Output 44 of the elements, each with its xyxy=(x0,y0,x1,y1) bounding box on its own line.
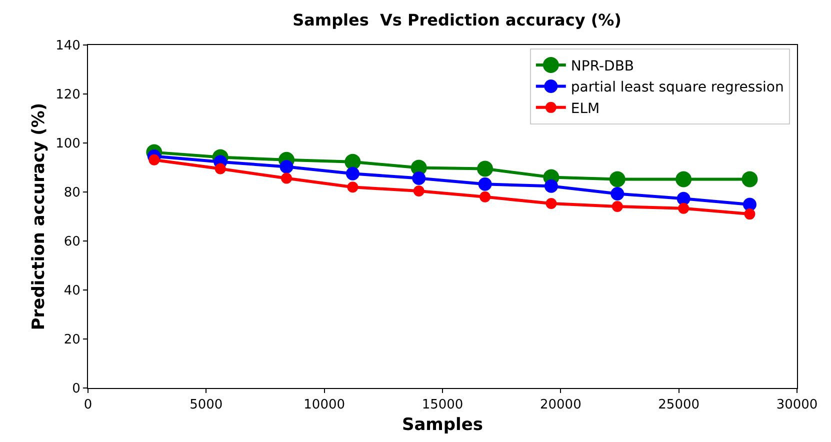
point xyxy=(678,202,690,214)
point xyxy=(346,166,360,180)
point xyxy=(412,172,426,186)
x-axis-title: Samples xyxy=(402,415,484,435)
legend-label: ELM xyxy=(570,100,600,117)
point xyxy=(742,198,756,212)
legend-label: partial least square regression xyxy=(570,80,784,96)
point xyxy=(281,172,292,184)
x-tick-label: 5000 xyxy=(190,398,223,413)
point xyxy=(544,179,558,193)
y-tick-label: 60 xyxy=(64,234,80,250)
x-tick-label: 10000 xyxy=(304,398,346,413)
y-tick-label: 140 xyxy=(56,38,80,54)
point xyxy=(744,208,756,220)
point xyxy=(609,171,626,188)
point xyxy=(742,171,758,188)
y-tick-label: 100 xyxy=(56,136,80,152)
chart-title: Samples Vs Prediction accuracy (%) xyxy=(292,10,622,30)
point xyxy=(478,177,492,191)
x-tick-label: 30000 xyxy=(776,398,818,413)
y-tick-label: 80 xyxy=(64,186,80,201)
y-tick-label: 120 xyxy=(56,88,80,103)
point xyxy=(477,160,494,177)
x-tick-label: 25000 xyxy=(658,398,700,413)
y-tick-label: 20 xyxy=(64,332,80,348)
point xyxy=(214,163,226,174)
x-tick-label: 20000 xyxy=(540,398,582,413)
point xyxy=(676,171,692,188)
legend-label: NPR-DBB xyxy=(570,58,634,74)
y-tick-label: 40 xyxy=(64,284,80,299)
point xyxy=(676,192,690,206)
point xyxy=(546,198,557,210)
point xyxy=(610,186,624,200)
x-tick-label: 0 xyxy=(84,398,92,413)
y-tick-label: 0 xyxy=(72,382,80,397)
point xyxy=(148,154,160,166)
point xyxy=(347,182,358,193)
point xyxy=(612,200,623,212)
point xyxy=(413,186,424,197)
point xyxy=(280,160,294,174)
point xyxy=(344,154,361,170)
y-axis-title: Prediction accuracy (%) xyxy=(29,102,50,330)
point xyxy=(480,191,491,202)
x-tick-label: 15000 xyxy=(422,398,464,413)
